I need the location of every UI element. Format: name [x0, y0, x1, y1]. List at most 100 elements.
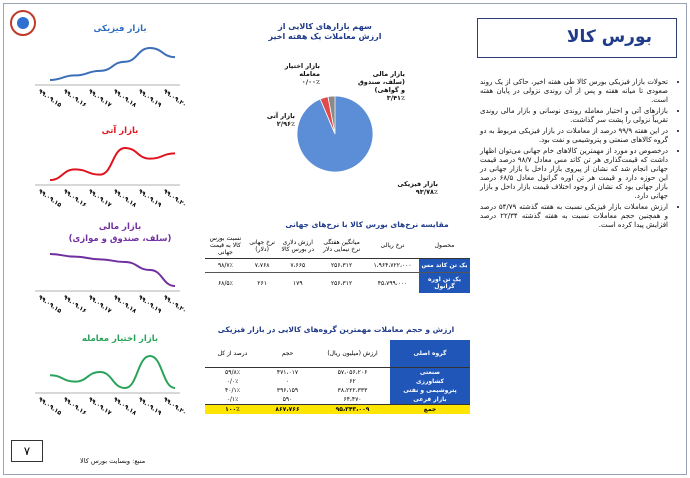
mini-chart-tick-label: ۹۹.۰۹.۱۶ — [62, 294, 88, 315]
pie-label-physical-line1: بازار فیزیکی — [397, 180, 438, 188]
table-cell: ۵۹۰ — [282, 396, 293, 403]
mini-chart-tick-label: ۹۹.۰۹.۱۵ — [37, 88, 63, 109]
mini-chart-tick-label: ۹۹.۰۹.۱۹ — [137, 396, 163, 417]
table1-header: نسبت بورس کالا به قیمت جهانی — [209, 235, 242, 256]
table-cell: ۱۷۹ — [292, 279, 303, 287]
table1-title: مقایسه نرخ‌های بورس کالا با نرخ‌های جهان… — [285, 220, 449, 229]
table1-header: میانگین هفتگی نرخ نیمایی دلار — [323, 238, 361, 253]
table-cell: ۴۵،۷۹۹،۰۰۰ — [377, 279, 408, 287]
table-cell: ۴۷۱،۰۱۷ — [276, 369, 299, 376]
table-cell: ۱۰۰٪ — [205, 404, 260, 414]
price-comparison-table: محصول نرخ ریالی میانگین هفتگی نرخ نیمایی… — [205, 233, 470, 293]
mini-chart-line — [49, 146, 176, 181]
table-cell: یک تن کاتد مس — [419, 258, 470, 273]
table-row: صنعتی ۵۷،۰۵۶،۲۰۶ ۴۷۱،۰۱۷ ۵۹/۸٪ — [205, 367, 470, 377]
mini-chart-title-physical: بازار فیزیکی — [93, 24, 147, 34]
table-cell: پتروشیمی و نفتی — [390, 386, 470, 395]
table-cell: ۷،۶۶۵ — [290, 262, 306, 269]
mini-chart-tick-label: ۹۹.۰۹.۱۶ — [62, 88, 88, 109]
mini-chart-tick-label: ۹۹.۰۹.۱۹ — [137, 88, 163, 109]
table2-header: حجم — [281, 350, 294, 357]
pie-chart — [296, 95, 374, 173]
table-cell: یک تن اوره گرانول — [419, 272, 470, 293]
mini-chart-tick-label: ۹۹.۰۹.۱۸ — [112, 88, 138, 109]
table-cell: ۲۵۶،۳۱۲ — [330, 262, 353, 269]
mini-chart-financial: ۹۹.۰۹.۱۵ ۹۹.۰۹.۱۶ ۹۹.۰۹.۱۷ ۹۹.۰۹.۱۸ ۹۹.۰۹.۱۹… — [35, 253, 185, 315]
mini-chart-tick-label: ۹۹.۰۹.۱۹ — [137, 294, 163, 315]
table-row: یک تن اوره گرانول ۴۵،۷۹۹،۰۰۰ ۲۵۶،۳۱۲ ۱۷۹… — [205, 272, 470, 293]
pie-label-physical-pct: ۹۳/۷۸٪ — [415, 188, 438, 196]
logo-icon — [10, 10, 36, 36]
table-total-row: جمع ۹۵،۳۴۳،۰۰۹ ۸۶۷،۷۶۶ ۱۰۰٪ — [205, 404, 470, 414]
mini-chart-tick-label: ۹۹.۰۹.۱۷ — [87, 188, 113, 209]
table2-header: گروه اصلی — [390, 340, 470, 368]
mini-chart-tick-label: ۹۹.۰۹.۲۰ — [162, 188, 185, 209]
table-cell: ۸۶۷،۷۶۶ — [260, 404, 315, 414]
bullet-item: تحولات بازار فیزیکی بورس کالا طی هفته اخ… — [480, 78, 668, 105]
pie-label-options-line1: بازار اختیار — [284, 62, 320, 70]
pie-label-financial: بازار مالی (سلف، صندوق و گواهی) ۳/۴۱٪ — [345, 70, 405, 102]
mini-chart-title-financial: بازار مالی — [98, 222, 142, 232]
pie-title: سهم بازارهای کالایی از ارزش معاملات یک ه… — [240, 22, 410, 42]
mini-chart-tick-label: ۹۹.۰۹.۱۸ — [112, 188, 138, 209]
bullet-item: درخصوص دو مورد از مهمترین کالاهای خام جه… — [480, 147, 668, 201]
mini-chart-subtitle-financial: (سلف، صندوق و موازی) — [68, 234, 172, 244]
pie-label-options-pct: ۰/۰۰٪ — [301, 78, 320, 86]
table-row: یک تن کاتد مس ۱،۹۶۴،۷۲۲،۰۰۰ ۲۵۶،۳۱۲ ۷،۶۶… — [205, 258, 470, 273]
source-note: منبع: وبسایت بورس کالا — [80, 457, 146, 465]
table2-header: ارزش (میلیون ریال) — [327, 350, 378, 357]
mini-chart-title-options: بازار اختیار معامله — [81, 334, 159, 344]
mini-chart-tick-label: ۹۹.۰۹.۱۶ — [62, 188, 88, 209]
pie-label-financial-pct: ۳/۴۱٪ — [386, 94, 405, 102]
page-number: ۷ — [11, 440, 43, 462]
table2-title: ارزش و حجم معاملات مهمترین گروه‌های کالا… — [217, 325, 455, 334]
table-cell: ۲۵۶،۳۱۲ — [330, 279, 353, 287]
pie-title-line1: سهم بازارهای کالایی از — [278, 22, 372, 31]
pie-label-financial-line3: و گواهی) — [374, 86, 405, 94]
table-cell: صنعتی — [390, 367, 470, 377]
table1-header: نرخ جهانی (دلار) — [249, 238, 275, 253]
table-row: بازار فرعی ۶۴،۴۷۰ ۵۹۰ ۰/۱٪ — [205, 395, 470, 405]
table-cell: ۰/۰٪ — [226, 378, 239, 385]
pie-slice — [296, 95, 374, 173]
pie-label-financial-line2: (سلف، صندوق — [357, 78, 405, 86]
mini-chart-tick-label: ۹۹.۰۹.۲۰ — [162, 88, 185, 109]
pie-label-options: بازار اختیار معامله ۰/۰۰٪ — [270, 62, 320, 86]
mini-chart-tick-label: ۹۹.۰۹.۱۵ — [37, 294, 63, 315]
bullet-item: در این هفته ۹۹/۹ درصد از معاملات در بازا… — [480, 127, 668, 145]
mini-chart-tick-label: ۹۹.۰۹.۱۸ — [112, 396, 138, 417]
table-row: کشاورزی ۶۲ ۰ ۰/۰٪ — [205, 377, 470, 386]
mini-chart-title-futures: بازار آتی — [101, 126, 139, 136]
table-cell: ۵۹/۸٪ — [225, 369, 240, 376]
bullet-item: ارزش معاملات بازار فیزیکی نسبت به هفته گ… — [480, 203, 668, 230]
table-cell: ۱،۹۶۴،۷۲۲،۰۰۰ — [373, 262, 412, 269]
table-cell: ۳۸،۲۲۲،۳۳۳ — [337, 387, 368, 394]
mini-chart-tick-label: ۹۹.۰۹.۱۵ — [37, 396, 63, 417]
bullet-list: تحولات بازار فیزیکی بورس کالا طی هفته اخ… — [480, 78, 678, 232]
table-cell: ۹۵،۳۴۳،۰۰۹ — [315, 404, 390, 414]
mini-chart-tick-label: ۹۹.۰۹.۲۰ — [162, 294, 185, 315]
table-cell: ۶۴،۴۷۰ — [343, 396, 362, 403]
table-cell: ۲۶۱ — [257, 279, 267, 287]
trading-groups-table: گروه اصلی ارزش (میلیون ریال) حجم درصد از… — [205, 340, 470, 414]
mini-chart-tick-label: ۹۹.۰۹.۱۵ — [37, 188, 63, 209]
table-cell: ۰/۱٪ — [226, 396, 239, 403]
table-cell: جمع — [390, 404, 470, 414]
table-cell: ۵۷،۰۵۶،۲۰۶ — [337, 369, 368, 376]
table1-header: محصول — [434, 242, 455, 249]
table-cell: ۰ — [285, 378, 290, 385]
table2-header: درصد از کل — [217, 350, 248, 357]
mini-chart-tick-label: ۹۹.۰۹.۱۶ — [62, 396, 88, 417]
table-cell: کشاورزی — [390, 377, 470, 386]
bullet-item: بازارهای آتی و اختیار معامله روندی نوسان… — [480, 107, 668, 125]
table-cell: بازار فرعی — [390, 395, 470, 405]
table1-header: نرخ ریالی — [380, 242, 405, 249]
pie-label-futures: بازار آتی ۲/۹۶٪ — [245, 112, 295, 128]
mini-chart-tick-label: ۹۹.۰۹.۱۸ — [112, 294, 138, 315]
pie-label-options-line2: معامله — [299, 70, 320, 78]
mini-chart-futures: ۹۹.۰۹.۱۵ ۹۹.۰۹.۱۶ ۹۹.۰۹.۱۷ ۹۹.۰۹.۱۸ ۹۹.۰۹.۱۹… — [35, 146, 185, 209]
table-cell: ۷،۷۶۸ — [254, 262, 270, 269]
table-cell: ۳۹۶،۱۵۹ — [276, 387, 299, 394]
mini-chart-tick-label: ۹۹.۰۹.۱۷ — [87, 396, 113, 417]
table-cell: ۶۲ — [349, 378, 356, 385]
